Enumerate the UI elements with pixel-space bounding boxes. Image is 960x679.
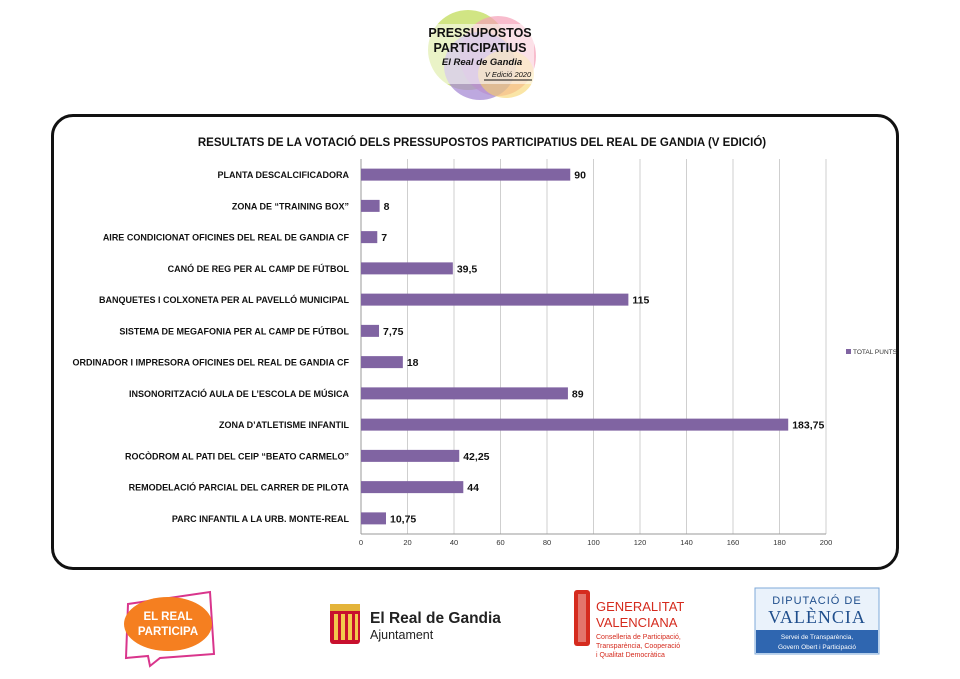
chart-frame	[51, 114, 899, 570]
dip-line2: VALÈNCIA	[768, 606, 866, 627]
category-label: REMODELACIÓ PARCIAL DEL CARRER DE PILOTA	[129, 482, 350, 493]
category-label: SISTEMA DE MEGAFONIA PER AL CAMP DE FÚTB…	[119, 325, 349, 336]
category-label: PARC INFANTIL A LA URB. MONTE-REAL	[172, 514, 350, 524]
grid	[360, 159, 827, 535]
category-labels: PLANTA DESCALCIFICADORA ZONA DE “TRAINING…	[72, 170, 349, 524]
gva-line2: VALENCIANA	[596, 615, 678, 630]
x-tick-label: 160	[727, 538, 740, 547]
value-label: 115	[632, 295, 649, 307]
category-label: BANQUETES I COLXONETA PER AL PAVELLÓ MUN…	[99, 294, 350, 305]
x-tick-label: 180	[773, 538, 786, 547]
value-label: 10,75	[390, 513, 416, 525]
value-label: 7	[381, 232, 387, 244]
participa-line2: PARTICIPA	[138, 626, 198, 638]
generalitat-logo: GENERALITAT VALENCIANA Conselleria de Pa…	[574, 590, 684, 659]
x-tick-label: 100	[587, 538, 600, 547]
category-label: INSONORITZACIÓ AULA DE L’ESCOLA DE MÚSIC…	[129, 388, 350, 399]
bar	[361, 293, 629, 306]
bar	[361, 387, 568, 400]
bar	[361, 262, 453, 275]
gva-sub3: i Qualitat Democràtica	[596, 652, 665, 659]
gva-sub2: Transparència, Cooperació	[596, 643, 680, 650]
chart-title: RESULTATS DE LA VOTACIÓ DELS PRESSUPOSTO…	[198, 136, 766, 149]
bars	[361, 168, 789, 525]
x-tick-labels: 0 20 40 60 80 100 120 140 160 180 200	[359, 538, 832, 547]
x-tick-label: 200	[820, 538, 833, 547]
dip-sub2: Govern Obert i Participació	[778, 644, 856, 651]
logo-line3: El Real de Gandia	[442, 57, 522, 68]
legend-swatch	[846, 349, 851, 354]
category-label: PLANTA DESCALCIFICADORA	[218, 170, 350, 180]
logo-line2: PARTICIPATIUS	[433, 41, 526, 55]
x-tick-label: 60	[496, 538, 504, 547]
gva-sub1: Conselleria de Participació,	[596, 634, 681, 641]
x-tick-label: 120	[634, 538, 647, 547]
ajuntament-sub: Ajuntament	[370, 628, 434, 642]
ajuntament-logo: El Real de Gandia Ajuntament	[330, 604, 501, 644]
x-tick-label: 0	[359, 538, 363, 547]
category-label: ORDINADOR I IMPRESORA OFICINES DEL REAL …	[72, 358, 349, 368]
logo-line4: V Edició 2020	[485, 70, 532, 79]
category-label: CANÓ DE REG PER AL CAMP DE FÚTBOL	[168, 263, 350, 274]
pressupostos-participatius-logo: PRESSUPOSTOS PARTICIPATIUS El Real de Ga…	[426, 10, 536, 100]
value-label: 90	[574, 170, 586, 182]
category-label: ROCÒDROM AL PATI DEL CEIP “BEATO CARMELO…	[125, 450, 349, 461]
value-label: 18	[407, 357, 419, 369]
value-labels: 90 8 7 39,5 115 7,75 18 89 183,75 42,25 44 10,75	[381, 170, 824, 526]
x-tick-label: 40	[450, 538, 458, 547]
bar	[361, 418, 789, 431]
gva-line1: GENERALITAT	[596, 599, 684, 614]
bar	[361, 481, 464, 494]
dip-line1: DIPUTACIÓ DE	[772, 594, 861, 607]
x-tick-label: 80	[543, 538, 551, 547]
logo-line1: PRESSUPOSTOS	[428, 26, 531, 40]
participa-line1: EL REAL	[144, 611, 193, 623]
x-tick-label: 140	[680, 538, 693, 547]
value-label: 39,5	[457, 263, 478, 275]
bar	[361, 324, 380, 337]
ajuntament-name: El Real de Gandia	[370, 610, 501, 627]
legend: TOTAL PUNTS	[846, 349, 898, 356]
footer-logos: EL REAL PARTICIPA El Real de Gandia Ajun…	[124, 587, 880, 668]
bar	[361, 449, 460, 462]
bar	[361, 199, 380, 212]
value-label: 8	[384, 201, 390, 213]
value-label: 183,75	[792, 420, 824, 432]
x-tick-label: 20	[403, 538, 411, 547]
bar	[361, 512, 386, 525]
category-label: ZONA DE “TRAINING BOX”	[232, 201, 349, 211]
value-label: 89	[572, 388, 584, 400]
value-label: 42,25	[463, 451, 489, 463]
bar	[361, 231, 378, 244]
diputacio-logo: DIPUTACIÓ DE VALÈNCIA Servei de Transpar…	[754, 587, 880, 655]
value-label: 7,75	[383, 326, 404, 338]
el-real-participa-logo: EL REAL PARTICIPA	[124, 590, 216, 668]
bar	[361, 356, 403, 369]
category-label: ZONA D’ATLETISME INFANTIL	[219, 420, 349, 430]
category-label: AIRE CONDICIONAT OFICINES DEL REAL DE GA…	[103, 233, 350, 243]
dip-sub1: Servei de Transparència,	[781, 634, 853, 641]
bar	[361, 168, 571, 181]
legend-label: TOTAL PUNTS	[853, 349, 898, 356]
value-label: 44	[467, 482, 479, 494]
